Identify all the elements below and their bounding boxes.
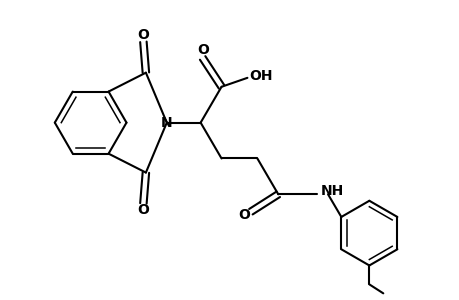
Text: O: O [197,44,209,58]
Text: NH: NH [320,184,344,198]
Text: N: N [161,116,172,130]
Text: O: O [137,203,149,218]
Text: OH: OH [249,69,273,83]
Text: O: O [237,208,249,222]
Text: O: O [137,28,149,42]
